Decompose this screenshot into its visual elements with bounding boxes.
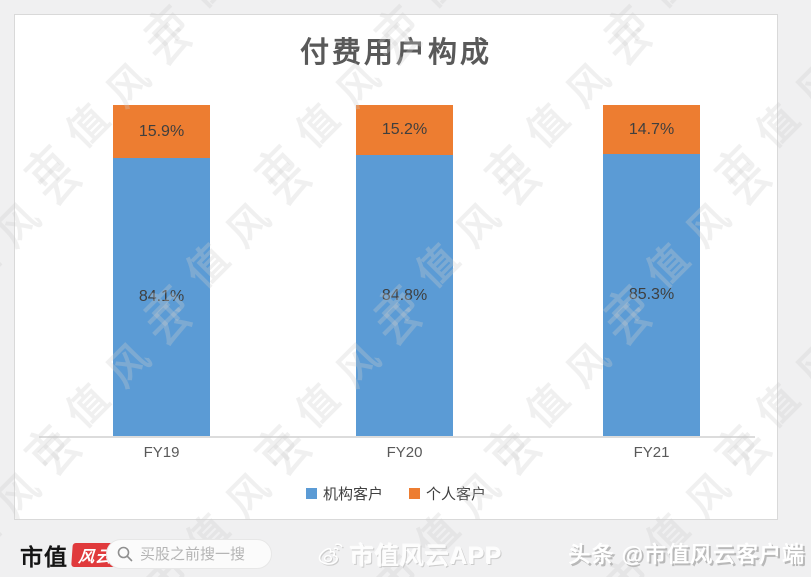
legend-label: 机构客户 bbox=[322, 486, 383, 503]
data-label: 84.1% bbox=[138, 288, 185, 305]
x-axis-label: FY19 bbox=[143, 444, 180, 461]
data-label: 85.3% bbox=[628, 286, 675, 303]
x-axis-label: FY21 bbox=[633, 444, 670, 461]
x-axis-labels: FY19 FY20 FY21 bbox=[15, 444, 777, 466]
search-input[interactable] bbox=[140, 545, 260, 563]
footer-bar: 市值 风云 市值风云APP 头条 @市值风云客户端 bbox=[0, 524, 811, 577]
bar-group-FY19: 15.9% 84.1% bbox=[113, 105, 210, 436]
legend-item: 个人客户 bbox=[409, 483, 486, 504]
brand-name-text: 市值 bbox=[20, 544, 68, 570]
data-label: 84.8% bbox=[381, 286, 428, 304]
legend-label: 个人客户 bbox=[426, 486, 487, 503]
legend: 机构客户 个人客户 bbox=[15, 483, 777, 504]
bar-segment-机构客户: 85.3% bbox=[603, 154, 700, 436]
data-label: 15.2% bbox=[381, 121, 428, 138]
bar-segment-个人客户: 15.9% bbox=[113, 105, 210, 158]
bar-group-FY21: 14.7% 85.3% bbox=[603, 105, 700, 436]
search-box[interactable] bbox=[106, 539, 272, 569]
plot-area: 15.9% 84.1% 15.2% 84.8% 14.7% 85.3% FY19 FY20 F… bbox=[15, 15, 777, 519]
toutiao-handle: 头条 @市值风云客户端 bbox=[568, 542, 805, 567]
search-icon bbox=[117, 546, 133, 562]
chart-panel: 付费用户构成 15.9% 84.1% 15.2% 84.8% 14.7% 85.3% FY… bbox=[14, 14, 778, 520]
bar-segment-机构客户: 84.1% bbox=[113, 158, 210, 436]
bar-group-FY20: 15.2% 84.8% bbox=[356, 105, 453, 436]
app-watermark-text: 市值风云APP bbox=[350, 543, 503, 570]
x-axis-label: FY20 bbox=[386, 444, 423, 461]
legend-item: 机构客户 bbox=[305, 483, 383, 504]
bar-segment-机构客户: 84.8% bbox=[356, 155, 453, 436]
chart-title: 付费用户构成 bbox=[299, 37, 492, 69]
brand-logo: 市值 风云 bbox=[20, 538, 120, 572]
bars-layer: 15.9% 84.1% 15.2% 84.8% 14.7% 85.3% bbox=[15, 105, 777, 436]
data-label: 14.7% bbox=[628, 120, 675, 138]
weibo-icon bbox=[318, 542, 343, 565]
bar-segment-个人客户: 15.2% bbox=[356, 105, 453, 155]
data-label: 15.9% bbox=[138, 122, 185, 140]
legend-swatch bbox=[305, 488, 317, 499]
legend-swatch bbox=[409, 488, 420, 499]
x-axis-line bbox=[39, 436, 755, 438]
bar-segment-个人客户: 14.7% bbox=[603, 105, 700, 154]
app-watermark: 市值风云APP bbox=[316, 536, 502, 571]
